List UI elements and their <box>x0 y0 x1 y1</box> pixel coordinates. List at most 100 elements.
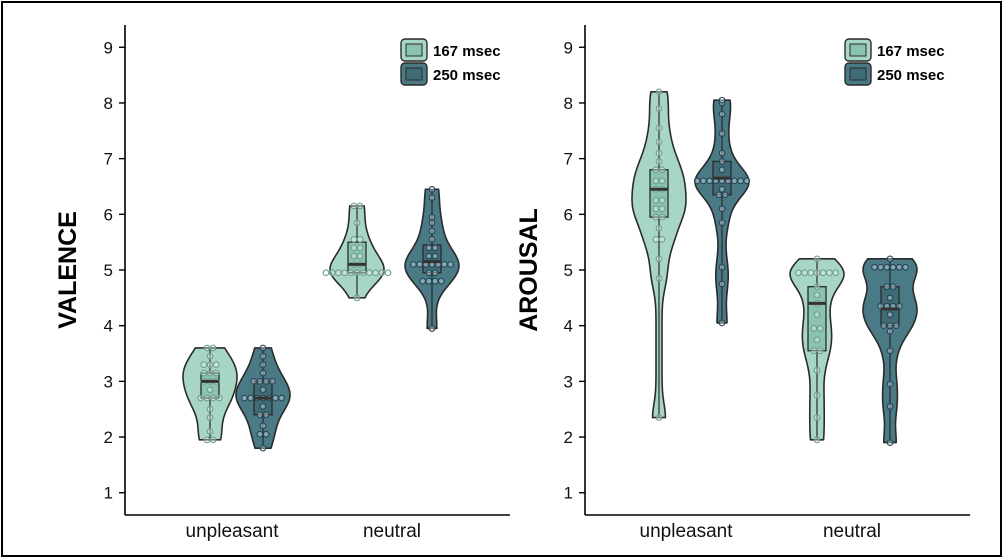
data-point <box>652 205 660 213</box>
data-point <box>813 283 821 291</box>
violins <box>182 185 460 452</box>
data-point <box>206 405 214 413</box>
data-point <box>892 322 900 330</box>
legend: 167 msec 250 msec <box>844 38 945 86</box>
data-point <box>350 252 358 260</box>
data-point <box>441 261 448 268</box>
data-point <box>652 197 660 204</box>
data-point <box>259 369 267 377</box>
x-tick-label: unpleasant <box>640 521 734 542</box>
legend-label: 167 msec <box>877 43 945 60</box>
data-point <box>350 202 358 210</box>
data-point <box>431 269 439 277</box>
data-point <box>341 269 348 277</box>
data-point <box>431 244 439 252</box>
data-point <box>322 269 330 277</box>
data-point <box>658 166 666 174</box>
data-point <box>431 252 439 260</box>
y-ticks: 1 2 3 4 5 6 7 8 9 <box>104 38 125 503</box>
data-point <box>209 436 217 444</box>
legend-label: 250 msec <box>877 67 945 84</box>
data-point <box>428 325 436 332</box>
data-point <box>206 414 214 421</box>
data-point <box>871 263 878 271</box>
data-point <box>206 369 214 377</box>
y-tick-label: 5 <box>564 261 573 280</box>
data-point <box>718 166 726 174</box>
data-point <box>721 191 729 199</box>
legend-label: 250 msec <box>433 67 501 84</box>
data-point <box>272 394 279 402</box>
data-point <box>700 177 707 185</box>
data-point <box>347 269 355 277</box>
data-point <box>819 269 827 277</box>
data-point <box>816 347 824 355</box>
y-tick-label: 2 <box>564 428 573 447</box>
data-point <box>209 344 217 352</box>
panel-valence: VALENCE 1 2 3 4 5 6 7 8 9 unpleasant neutral 167… <box>54 25 510 542</box>
data-point <box>718 280 726 288</box>
y-tick-label: 6 <box>564 205 573 224</box>
data-point <box>359 269 367 277</box>
data-point <box>886 311 894 318</box>
y-tick-label: 4 <box>104 317 113 336</box>
y-tick-label: 6 <box>104 205 113 224</box>
data-point <box>425 277 433 285</box>
data-point <box>902 263 909 271</box>
data-point <box>813 366 821 374</box>
x-tick-label: neutral <box>823 521 881 542</box>
data-point <box>655 255 663 263</box>
panel-arousal: AROUSAL 1 2 3 4 5 6 7 8 9 unpleasant neutral 167… <box>515 25 970 542</box>
data-point <box>215 394 223 402</box>
data-point <box>241 394 248 402</box>
data-point <box>200 361 208 369</box>
y-tick-label: 1 <box>564 484 573 503</box>
data-point <box>410 261 417 268</box>
data-point <box>256 378 264 385</box>
data-point <box>883 263 891 271</box>
data-point <box>655 275 663 282</box>
data-point <box>655 124 663 132</box>
data-point <box>425 269 433 277</box>
data-point <box>813 255 821 263</box>
data-point <box>886 294 894 302</box>
data-point <box>278 394 285 402</box>
data-point <box>356 202 364 210</box>
legend-swatch-box <box>849 67 867 81</box>
data-point <box>652 177 660 185</box>
data-point <box>655 88 663 96</box>
data-point <box>807 269 815 277</box>
data-point <box>428 219 436 227</box>
data-point <box>886 380 894 388</box>
legend-swatch-box <box>405 43 423 57</box>
data-point <box>813 391 821 399</box>
data-point <box>889 263 897 271</box>
data-point <box>832 269 839 277</box>
data-point <box>715 191 723 199</box>
data-point <box>197 394 205 402</box>
data-point <box>428 236 436 243</box>
y-tick-label: 4 <box>564 317 573 336</box>
data-point <box>658 177 666 185</box>
y-tick-label: 3 <box>564 372 573 391</box>
data-point <box>886 327 894 335</box>
data-point <box>212 369 220 377</box>
data-point <box>655 105 663 112</box>
data-point <box>895 263 903 271</box>
data-point <box>425 244 433 252</box>
data-point <box>801 269 808 277</box>
data-point <box>658 197 666 204</box>
legend-swatch-box <box>849 43 867 57</box>
data-point <box>203 344 211 352</box>
data-point <box>886 403 894 410</box>
violins <box>631 88 918 446</box>
data-point <box>259 444 267 452</box>
legend-label: 167 msec <box>433 43 501 60</box>
data-point <box>372 269 379 277</box>
data-point <box>335 269 342 277</box>
legend-swatch-box <box>405 67 423 81</box>
y-tick-label: 2 <box>104 428 113 447</box>
data-point <box>810 325 818 332</box>
